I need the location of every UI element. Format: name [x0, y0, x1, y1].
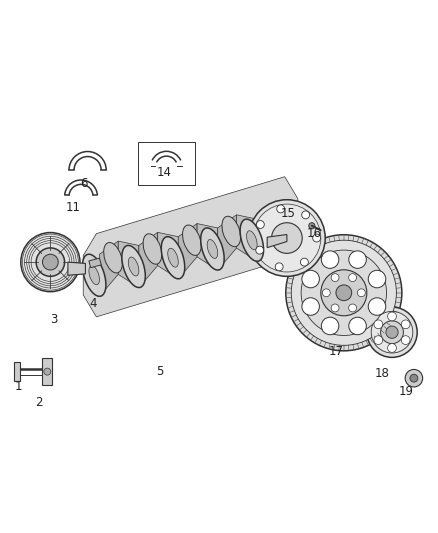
- Text: 14: 14: [157, 166, 172, 179]
- Circle shape: [275, 263, 283, 271]
- Polygon shape: [237, 215, 257, 261]
- Circle shape: [349, 317, 366, 335]
- Circle shape: [44, 368, 51, 375]
- Circle shape: [321, 317, 339, 335]
- Text: 4: 4: [89, 297, 97, 310]
- Circle shape: [313, 234, 321, 242]
- Ellipse shape: [161, 237, 185, 279]
- Polygon shape: [139, 232, 158, 287]
- Polygon shape: [99, 241, 118, 296]
- Circle shape: [349, 304, 357, 312]
- Circle shape: [349, 251, 366, 268]
- Text: 2: 2: [35, 396, 42, 409]
- Text: 16: 16: [307, 227, 322, 240]
- Ellipse shape: [222, 216, 240, 247]
- Circle shape: [388, 344, 396, 352]
- Text: 15: 15: [281, 207, 296, 221]
- Ellipse shape: [104, 243, 122, 273]
- Circle shape: [256, 246, 264, 254]
- Circle shape: [410, 374, 418, 382]
- Polygon shape: [197, 223, 218, 270]
- Circle shape: [321, 251, 339, 268]
- Circle shape: [256, 221, 264, 229]
- Text: 18: 18: [374, 367, 389, 381]
- Ellipse shape: [122, 245, 145, 288]
- Text: 1: 1: [14, 381, 22, 393]
- Circle shape: [401, 320, 410, 329]
- Text: 11: 11: [66, 201, 81, 214]
- Circle shape: [336, 285, 352, 301]
- Polygon shape: [83, 177, 298, 317]
- Circle shape: [309, 223, 315, 229]
- Ellipse shape: [367, 307, 417, 358]
- Polygon shape: [178, 223, 197, 279]
- Ellipse shape: [381, 321, 403, 344]
- Circle shape: [331, 273, 339, 281]
- Polygon shape: [68, 262, 85, 275]
- Circle shape: [357, 289, 365, 297]
- Circle shape: [374, 336, 383, 344]
- Ellipse shape: [82, 254, 106, 296]
- Ellipse shape: [291, 240, 396, 345]
- Polygon shape: [158, 232, 178, 279]
- Text: 6: 6: [80, 177, 88, 190]
- Ellipse shape: [253, 204, 321, 272]
- Ellipse shape: [286, 235, 402, 351]
- Text: 3: 3: [50, 312, 57, 326]
- Ellipse shape: [207, 239, 218, 259]
- Bar: [42, 359, 52, 385]
- Circle shape: [349, 273, 357, 281]
- Circle shape: [302, 211, 310, 219]
- Ellipse shape: [168, 248, 178, 267]
- Ellipse shape: [183, 225, 201, 255]
- Ellipse shape: [128, 257, 139, 276]
- Polygon shape: [267, 235, 287, 248]
- Bar: [138, 142, 195, 185]
- Ellipse shape: [321, 270, 367, 316]
- Ellipse shape: [301, 250, 387, 335]
- Ellipse shape: [21, 232, 80, 292]
- Ellipse shape: [201, 228, 224, 270]
- Circle shape: [302, 270, 319, 288]
- Bar: [89, 258, 101, 268]
- Circle shape: [374, 320, 383, 329]
- Ellipse shape: [36, 248, 65, 276]
- Text: 19: 19: [399, 385, 414, 398]
- Ellipse shape: [143, 234, 162, 264]
- Text: 17: 17: [329, 345, 344, 358]
- Ellipse shape: [371, 311, 413, 353]
- Circle shape: [302, 298, 319, 316]
- Ellipse shape: [272, 223, 302, 253]
- Circle shape: [300, 258, 308, 266]
- Circle shape: [405, 369, 423, 387]
- Polygon shape: [118, 241, 139, 287]
- Ellipse shape: [89, 266, 99, 285]
- Circle shape: [401, 336, 410, 344]
- Circle shape: [42, 254, 58, 270]
- Ellipse shape: [247, 231, 257, 249]
- Circle shape: [386, 326, 398, 338]
- Circle shape: [368, 298, 386, 316]
- Circle shape: [368, 270, 386, 288]
- Ellipse shape: [240, 219, 264, 261]
- Polygon shape: [218, 215, 237, 270]
- Bar: [14, 362, 20, 381]
- Ellipse shape: [249, 200, 325, 276]
- Circle shape: [331, 304, 339, 312]
- Circle shape: [277, 205, 285, 213]
- Circle shape: [388, 312, 396, 321]
- Circle shape: [322, 289, 330, 297]
- Text: 5: 5: [156, 365, 163, 378]
